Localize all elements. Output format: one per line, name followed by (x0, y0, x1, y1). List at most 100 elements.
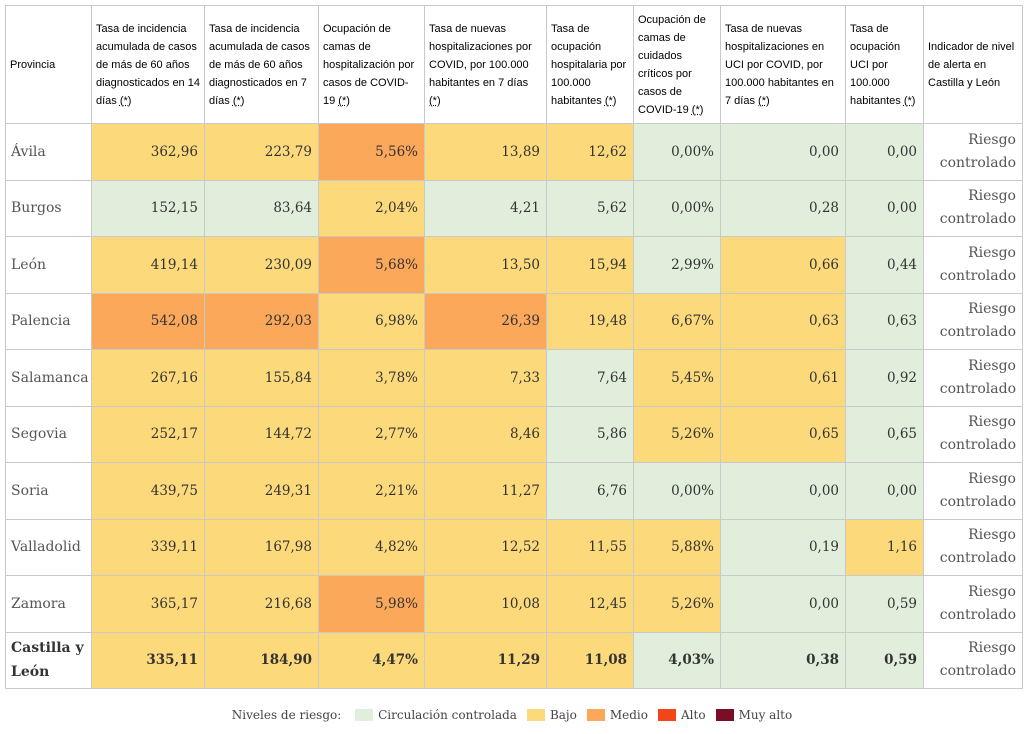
footnote-marker[interactable]: (*) (758, 94, 770, 107)
indicator-cell: 13,89 (424, 123, 547, 181)
table-row: Palencia 542,08 292,03 6,98% 26,39 19,48 6,67%… (5, 292, 1023, 350)
indicator-cell: 0,00 (845, 462, 924, 520)
indicator-cell: 4,47% (318, 631, 425, 689)
table-total-row: Castilla y León 335,11 184,90 4,47% 11,29 11,… (5, 631, 1023, 689)
indicator-cell: 0,38 (720, 631, 846, 689)
province-name: Valladolid (5, 518, 92, 576)
table-row: Salamanca 267,16 155,84 3,78% 7,33 7,64 5,45% 0… (5, 349, 1023, 407)
province-name: Burgos (5, 179, 92, 237)
table-header-row: Provincia Tasa de incidencia acumulada de… (5, 5, 1023, 124)
indicator-cell: 2,04% (318, 179, 425, 237)
table-row: Soria 439,75 249,31 2,21% 11,27 6,76 0,00% 0,00… (5, 462, 1023, 520)
indicator-cell: 2,99% (633, 236, 721, 294)
indicator-cell: 5,86 (546, 405, 634, 463)
indicator-cell: 155,84 (204, 349, 319, 407)
indicator-cell: 0,66 (720, 236, 846, 294)
indicator-cell: 0,44 (845, 236, 924, 294)
indicator-cell: 11,29 (424, 631, 547, 689)
legend-swatch-bajo (526, 709, 545, 721)
alert-level-cell: Riesgo controlado (923, 123, 1023, 181)
column-header-0: Provincia (5, 5, 92, 124)
column-header-text: Tasa de incidencia acumulada de casos de… (96, 22, 200, 107)
indicator-cell: 362,96 (91, 123, 205, 181)
indicator-cell: 439,75 (91, 462, 205, 520)
alert-level-cell: Riesgo controlado (923, 179, 1023, 237)
indicator-cell: 0,59 (845, 575, 924, 633)
footnote-marker[interactable]: (*) (232, 94, 245, 107)
risk-table-container: Provincia Tasa de incidencia acumulada de… (5, 5, 1023, 689)
footnote-marker[interactable]: (*) (903, 94, 916, 107)
indicator-cell: 223,79 (204, 123, 319, 181)
table-row: Zamora 365,17 216,68 5,98% 10,08 12,45 5,26% 0,… (5, 575, 1023, 633)
alert-level-cell: Riesgo controlado (923, 518, 1023, 576)
column-header-9: Indicador de nivel de alerta en Castilla… (923, 5, 1023, 124)
table-row: Burgos 152,15 83,64 2,04% 4,21 5,62 0,00% 0,28 0… (5, 179, 1023, 237)
alert-level-cell: Riesgo controlado (923, 292, 1023, 350)
indicator-cell: 13,50 (424, 236, 547, 294)
indicator-cell: 5,56% (318, 123, 425, 181)
indicator-cell: 0,00 (720, 575, 846, 633)
column-header-text: Tasa de nuevas hospitalizaciones por COV… (429, 22, 532, 89)
indicator-cell: 0,00 (845, 179, 924, 237)
province-name: Soria (5, 462, 92, 520)
indicator-cell: 4,21 (424, 179, 547, 237)
footnote-marker[interactable]: (*) (691, 103, 704, 116)
indicator-cell: 5,88% (633, 518, 721, 576)
indicator-cell: 0,00 (720, 462, 846, 520)
indicator-cell: 292,03 (204, 292, 319, 350)
indicator-cell: 6,98% (318, 292, 425, 350)
indicator-cell: 267,16 (91, 349, 205, 407)
legend-swatch-controlada (355, 709, 374, 721)
indicator-cell: 7,33 (424, 349, 547, 407)
indicator-cell: 0,61 (720, 349, 846, 407)
indicator-cell: 2,77% (318, 405, 425, 463)
province-name: León (5, 236, 92, 294)
indicator-cell: 7,64 (546, 349, 634, 407)
footnote-marker[interactable]: (*) (338, 94, 350, 107)
indicator-cell: 249,31 (204, 462, 319, 520)
indicator-cell: 2,21% (318, 462, 425, 520)
legend-swatch-alto (658, 709, 676, 721)
indicator-cell: 216,68 (204, 575, 319, 633)
indicator-cell: 184,90 (204, 631, 319, 689)
indicator-cell: 0,28 (720, 179, 846, 237)
indicator-cell: 152,15 (91, 179, 205, 237)
indicator-cell: 0,00% (633, 123, 721, 181)
column-header-text: Tasa de ocupación hospitalaria por 100.0… (551, 22, 627, 107)
column-header-8: Tasa de ocupación UCI por 100.000 habita… (845, 5, 924, 124)
column-header-text: Ocupación de camas de cuidados críticos … (638, 13, 706, 116)
alert-level-cell: Riesgo controlado (923, 631, 1023, 689)
indicator-cell: 12,45 (546, 575, 634, 633)
column-header-text: Tasa de nuevas hospitalizaciones en UCI … (725, 22, 834, 107)
indicator-cell: 4,03% (633, 631, 721, 689)
risk-indicators-table: Provincia Tasa de incidencia acumulada de… (5, 5, 1023, 689)
column-header-1: Tasa de incidencia acumulada de casos de… (91, 5, 205, 124)
indicator-cell: 252,17 (91, 405, 205, 463)
indicator-cell: 230,09 (204, 236, 319, 294)
indicator-cell: 5,68% (318, 236, 425, 294)
indicator-cell: 1,16 (845, 518, 924, 576)
legend-label: Niveles de riesgo: (231, 708, 342, 722)
alert-level-cell: Riesgo controlado (923, 236, 1023, 294)
legend-item-label: Medio (609, 708, 648, 722)
indicator-cell: 0,00 (720, 123, 846, 181)
alert-level-cell: Riesgo controlado (923, 575, 1023, 633)
indicator-cell: 8,46 (424, 405, 547, 463)
province-name: Palencia (5, 292, 92, 350)
footnote-marker[interactable]: (*) (119, 94, 132, 107)
column-header-3: Ocupación de camas de hospitalización po… (318, 5, 425, 124)
indicator-cell: 0,00% (633, 179, 721, 237)
indicator-cell: 11,27 (424, 462, 547, 520)
alert-level-cell: Riesgo controlado (923, 349, 1023, 407)
legend-item-label: Muy alto (738, 708, 793, 722)
indicator-cell: 83,64 (204, 179, 319, 237)
indicator-cell: 0,59 (845, 631, 924, 689)
footnote-marker[interactable]: (*) (429, 94, 441, 107)
footnote-marker[interactable]: (*) (604, 94, 617, 107)
column-header-text: Ocupación de camas de hospitalización po… (323, 22, 415, 107)
province-name: Ávila (5, 123, 92, 181)
indicator-cell: 0,92 (845, 349, 924, 407)
indicator-cell: 6,76 (546, 462, 634, 520)
indicator-cell: 11,55 (546, 518, 634, 576)
table-row: Valladolid 339,11 167,98 4,82% 12,52 11,55 5,8… (5, 518, 1023, 576)
